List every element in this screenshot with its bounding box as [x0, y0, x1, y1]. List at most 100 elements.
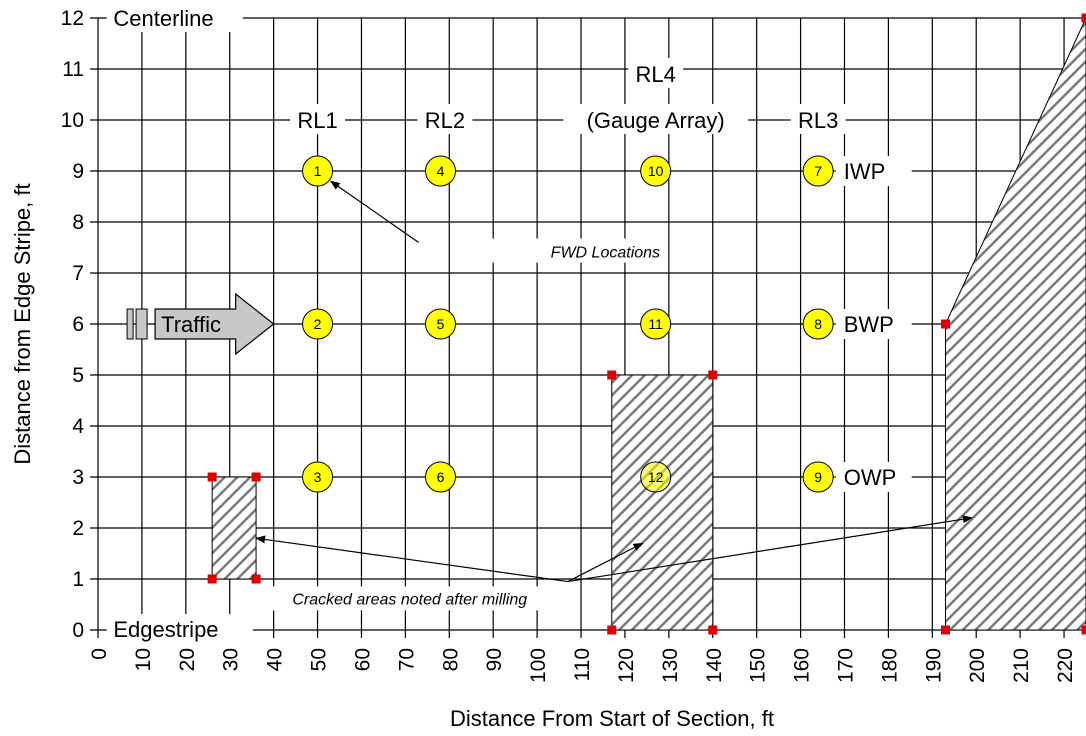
y-tick-label: 5: [72, 364, 84, 387]
fwd-point-label: 1: [314, 163, 322, 179]
x-tick-label: 50: [308, 648, 331, 671]
axis-ticks: 0 10 20 30 40 50 60 70 80 90 100 110 120 130 140 150 160…: [61, 7, 1077, 683]
x-tick-label: 70: [395, 648, 418, 671]
rl-label: RL4: [635, 62, 675, 87]
x-tick-label: 90: [483, 648, 506, 671]
corner-marker: [708, 625, 718, 635]
fwd-locations-note: FWD Locations: [551, 245, 660, 262]
x-tick-label: 40: [264, 648, 287, 671]
corner-marker: [207, 472, 217, 482]
y-tick-label: 7: [72, 262, 84, 285]
x-tick-label: 20: [176, 648, 199, 671]
corner-marker: [1081, 625, 1086, 635]
corner-marker: [1081, 13, 1086, 23]
chart-labels: Centerline Edgestripe RL1 RL2 RL4 (Gauge Arra…: [106, 4, 973, 644]
wheelpath-label-bg: [835, 156, 912, 186]
wheelpath-label-bg: [835, 309, 912, 339]
wheelpath-label: OWP: [844, 465, 897, 490]
rl-label-bg: [790, 104, 846, 134]
y-tick-label: 4: [72, 415, 84, 438]
fwd-point: [302, 155, 334, 187]
wheelpath-label-bg: [835, 462, 912, 492]
rl-label-bg: [417, 104, 473, 134]
cracked-area: [944, 17, 1086, 631]
wheelpath-label: IWP: [844, 159, 886, 184]
traffic-arrow-icon: [154, 292, 275, 356]
fwd-point-label: 2: [314, 316, 322, 332]
y-tick-label: 10: [61, 109, 84, 132]
y-tick-label: 1: [72, 568, 84, 591]
rl-label: RL2: [425, 108, 465, 133]
fwd-point-label: 3: [314, 469, 322, 485]
cracked-areas-arrow: [567, 515, 973, 583]
fwd-point: [802, 461, 834, 493]
x-tick-label: 10: [132, 648, 155, 671]
y-tick-label: 12: [61, 7, 84, 30]
y-tick-label: 8: [72, 211, 84, 234]
x-tick-label: 110: [571, 648, 594, 681]
traffic-tail-bar: [135, 308, 148, 340]
fwd-point: [802, 308, 834, 340]
x-tick-label: 180: [878, 648, 901, 683]
traffic-label: Traffic: [161, 312, 221, 337]
cracked-areas-arrow: [255, 535, 568, 583]
x-tick-label: 80: [439, 648, 462, 671]
corner-marker: [251, 574, 261, 584]
corner-marker: [940, 319, 950, 329]
centerline-label: Centerline: [113, 6, 213, 31]
fwd-point: [302, 461, 334, 493]
wheelpath-label: BWP: [844, 312, 894, 337]
x-tick-label: 160: [791, 648, 814, 683]
corner-marker: [607, 370, 617, 380]
y-tick-label: 0: [72, 619, 84, 642]
fwd-point: [302, 308, 334, 340]
rl-label: RL3: [798, 108, 838, 133]
rl-label-bg: [290, 104, 346, 134]
x-tick-label: 130: [659, 648, 682, 683]
fwd-point-label: 9: [814, 469, 822, 485]
fwd-point: [425, 308, 457, 340]
y-axis-title: Distance from Edge Stripe, ft: [10, 183, 35, 464]
fwd-locations-arrow: [329, 180, 419, 243]
y-tick-label: 11: [62, 58, 84, 81]
traffic-tail-bar: [126, 308, 134, 340]
y-tick-label: 6: [72, 313, 84, 336]
fwd-point-label: 12: [648, 469, 664, 485]
y-tick-label: 9: [72, 160, 84, 183]
cracked-note-bg: [257, 586, 562, 611]
cracked-areas-arrow: [567, 542, 644, 583]
cracked-area: [611, 374, 714, 631]
corner-marker: [607, 625, 617, 635]
fwd-point-label: 6: [437, 469, 445, 485]
cracked-areas: [207, 13, 1086, 635]
fwd-point: [640, 308, 672, 340]
corner-marker: [207, 574, 217, 584]
fwd-note-bg: [490, 238, 665, 263]
rl-label: (Gauge Array): [587, 108, 725, 133]
y-tick-label: 2: [72, 517, 84, 540]
fwd-point-label: 8: [814, 316, 822, 332]
fwd-point-label: 10: [648, 163, 664, 179]
cracked-areas-note: Cracked areas noted after milling: [292, 591, 527, 608]
cracked-area: [211, 476, 257, 580]
centerline-bg: [106, 4, 243, 32]
fwd-point: [640, 461, 672, 493]
corner-marker: [940, 625, 950, 635]
x-tick-label: 100: [527, 648, 550, 683]
x-tick-label: 190: [922, 648, 945, 683]
fwd-point-label: 5: [437, 316, 445, 332]
fwd-point-label: 4: [437, 163, 445, 179]
fwd-point: [425, 155, 457, 187]
x-tick-label: 0: [88, 648, 111, 660]
rl-label: RL1: [297, 108, 337, 133]
x-tick-label: 170: [834, 648, 857, 683]
x-tick-label: 220: [1054, 648, 1077, 683]
x-tick-label: 30: [220, 648, 243, 671]
x-tick-label: 140: [703, 648, 726, 683]
fwd-point: [640, 155, 672, 187]
x-axis-title: Distance From Start of Section, ft: [450, 706, 774, 731]
x-tick-label: 120: [615, 648, 638, 683]
corner-marker: [251, 472, 261, 482]
x-tick-label: 200: [966, 648, 989, 683]
